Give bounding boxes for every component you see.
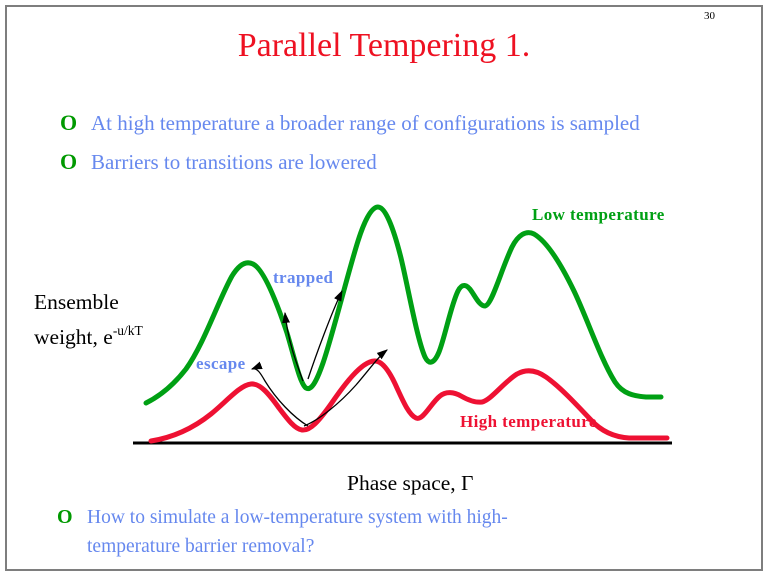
escape-arrow-right (303, 349, 388, 427)
low-temperature-label: Low temperature (532, 205, 665, 224)
x-axis-label: Phase space, Γ (347, 471, 474, 495)
trapped-arrow-right (307, 289, 343, 380)
high-temperature-curve (148, 358, 670, 444)
trapped-arrow-left (282, 311, 304, 382)
bullet-circle-icon: O (60, 110, 78, 135)
page-number: 30 (704, 10, 715, 22)
bullet-list-top: O At high temperature a broader range of… (60, 108, 680, 186)
bullet-text: At high temperature a broader range of c… (91, 111, 640, 135)
escape-arrow-left (250, 361, 309, 427)
slide-title: Parallel Tempering 1. (237, 27, 531, 64)
bullet-item: O How to simulate a low-temperature syst… (57, 503, 597, 561)
escape-annotation: escape (196, 354, 246, 373)
y-axis-label-line2: weight, e-u/kT (34, 323, 143, 350)
bullet-circle-icon: O (60, 149, 78, 174)
bullet-item: O At high temperature a broader range of… (60, 108, 680, 138)
bullet-text: Barriers to transitions are lowered (91, 150, 377, 174)
bullet-list-bottom: O How to simulate a low-temperature syst… (57, 503, 597, 570)
bullet-text: How to simulate a low-temperature system… (87, 507, 508, 557)
bullet-circle-icon: O (57, 506, 73, 528)
high-temperature-label: High temperature (460, 412, 597, 431)
exponent: -u/kT (112, 323, 143, 338)
y-axis-label-line1: Ensemble (34, 290, 119, 314)
trapped-annotation: trapped (273, 268, 334, 287)
low-temperature-curve (143, 204, 664, 406)
bullet-item: O Barriers to transitions are lowered (60, 147, 680, 177)
y-axis-label: Ensemble weight, e-u/kT (34, 288, 143, 352)
